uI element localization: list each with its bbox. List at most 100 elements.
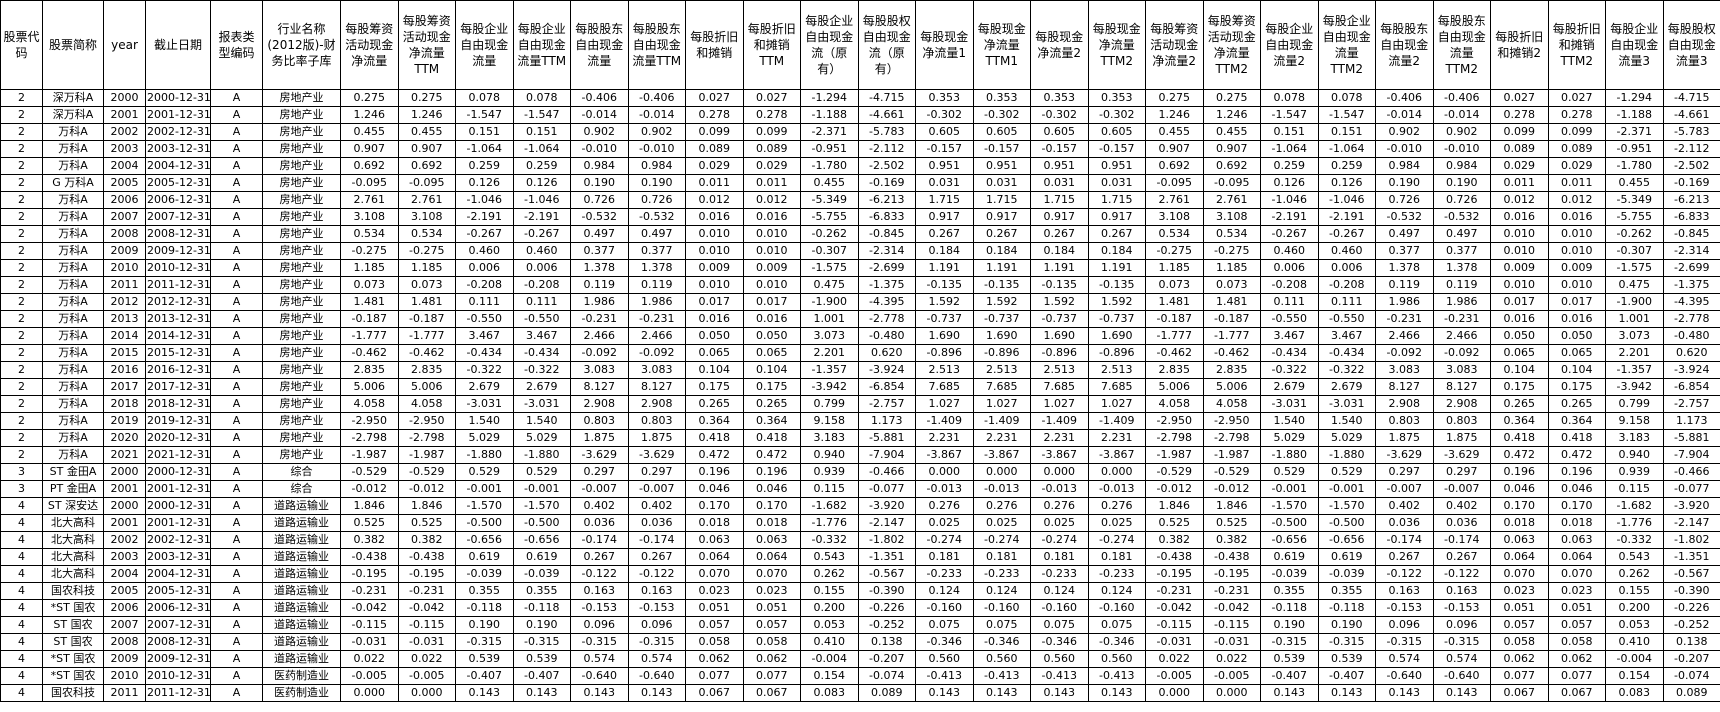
table-cell: -0.438 — [340, 548, 399, 566]
table-cell: -0.322 — [1317, 361, 1376, 379]
table-cell: 0.012 — [685, 191, 744, 209]
table-cell: 0.276 — [915, 497, 974, 515]
table-cell: -0.466 — [857, 463, 916, 481]
table-cell: 0.062 — [1490, 650, 1549, 668]
table-cell: -0.157 — [915, 140, 974, 158]
table-cell: -0.640 — [570, 667, 629, 685]
table-cell: -0.315 — [627, 633, 686, 651]
table-cell: 0.278 — [685, 106, 744, 124]
table-cell: -0.500 — [1260, 514, 1319, 532]
table-cell: -0.187 — [397, 310, 456, 328]
table-cell: -0.346 — [1087, 633, 1146, 651]
table-cell: -5.783 — [857, 123, 916, 141]
table-cell: 0.016 — [1547, 208, 1606, 226]
table-cell: 2.761 — [1145, 191, 1204, 209]
table-cell: -0.039 — [512, 565, 571, 583]
table-cell: -3.867 — [915, 446, 974, 464]
table-cell: -2.798 — [1202, 429, 1261, 447]
table-cell: 2 — [0, 429, 43, 447]
table-cell: -0.092 — [1375, 344, 1434, 362]
table-cell: 0.364 — [742, 412, 801, 430]
table-cell: 3.083 — [627, 361, 686, 379]
table-cell: 0.115 — [800, 480, 859, 498]
table-cell: -0.118 — [1317, 599, 1376, 617]
table-cell: -0.550 — [512, 310, 571, 328]
table-cell: 3.108 — [397, 208, 456, 226]
table-cell: -0.307 — [1605, 242, 1664, 260]
table-cell: 房地产业 — [262, 293, 341, 311]
table-cell: -0.252 — [857, 616, 916, 634]
table-cell: -2.950 — [1202, 412, 1261, 430]
table-cell: -0.005 — [397, 667, 456, 685]
table-cell: 2 — [0, 242, 43, 260]
table-cell: 2003 — [103, 548, 146, 566]
table-cell: 0.353 — [972, 89, 1031, 107]
table-cell: 0.297 — [570, 463, 629, 481]
table-cell: 2.231 — [1030, 429, 1089, 447]
table-cell: 0.497 — [1375, 225, 1434, 243]
table-cell: -0.390 — [857, 582, 916, 600]
table-cell: -0.115 — [1202, 616, 1261, 634]
table-cell: -1.570 — [512, 497, 571, 515]
table-cell: -0.153 — [570, 599, 629, 617]
table-cell: 2 — [0, 140, 43, 158]
table-cell: -0.462 — [397, 344, 456, 362]
table-cell: 0.018 — [685, 514, 744, 532]
header-cell: 行业名称(2012版)-财务比率子库 — [262, 0, 341, 90]
table-cell: 0.036 — [570, 514, 629, 532]
table-cell: 0.951 — [1030, 157, 1089, 175]
table-cell: 2 — [0, 378, 43, 396]
table-cell: 0.089 — [1662, 684, 1720, 702]
table-cell: 0.984 — [1375, 157, 1434, 175]
table-cell: -0.500 — [1317, 514, 1376, 532]
table-cell: 万科A — [42, 361, 104, 379]
table-cell: -2.191 — [512, 208, 571, 226]
table-cell: -0.231 — [1432, 310, 1491, 328]
table-cell: -0.118 — [455, 599, 514, 617]
table-cell: 0.077 — [1547, 667, 1606, 685]
table-cell: -0.434 — [1317, 344, 1376, 362]
table-cell: 0.364 — [1490, 412, 1549, 430]
table-cell: -0.252 — [1662, 616, 1720, 634]
table-cell: -0.031 — [397, 633, 456, 651]
table-cell: 0.382 — [340, 531, 399, 549]
table-cell: 0.119 — [1432, 276, 1491, 294]
table-cell: -0.315 — [1375, 633, 1434, 651]
table-cell: 0.010 — [1490, 225, 1549, 243]
table-cell: 道路运输业 — [262, 514, 341, 532]
table-cell: -0.462 — [1202, 344, 1261, 362]
table-row: 2 深万科A 2000 2000-12-31 A 房地产业 0.275 0.275 0.078 0… — [0, 89, 1720, 107]
table-cell: 0.418 — [1547, 429, 1606, 447]
table-cell: 0.073 — [397, 276, 456, 294]
table-cell: 0.265 — [742, 395, 801, 413]
table-cell: -0.407 — [455, 667, 514, 685]
table-cell: -0.233 — [1087, 565, 1146, 583]
table-cell: 房地产业 — [262, 174, 341, 192]
table-cell: 2017 — [103, 378, 146, 396]
table-cell: 2 — [0, 208, 43, 226]
table-cell: 3.073 — [1605, 327, 1664, 345]
table-cell: 0.259 — [1260, 157, 1319, 175]
table-cell: 2.679 — [512, 378, 571, 396]
table-cell: 2007-12-31 — [145, 208, 211, 226]
table-cell: -6.213 — [857, 191, 916, 209]
table-cell: 2001 — [103, 480, 146, 498]
table-cell: -5.881 — [857, 429, 916, 447]
table-cell: 万科A — [42, 327, 104, 345]
table-cell: 2.908 — [1375, 395, 1434, 413]
table-cell: 2.679 — [1260, 378, 1319, 396]
table-cell: 1.185 — [340, 259, 399, 277]
table-cell: 0.355 — [1260, 582, 1319, 600]
table-cell: -0.307 — [800, 242, 859, 260]
table-cell: 2000-12-31 — [145, 89, 211, 107]
table-cell: 0.265 — [1547, 395, 1606, 413]
table-cell: 5.006 — [397, 378, 456, 396]
table-cell: 2015 — [103, 344, 146, 362]
table-cell: 0.297 — [1375, 463, 1434, 481]
header-cell: 每股现金净流量TTM1 — [972, 0, 1031, 90]
table-cell: 0.259 — [455, 157, 514, 175]
table-cell: 0.104 — [1547, 361, 1606, 379]
table-cell: 0.057 — [685, 616, 744, 634]
table-cell: -0.315 — [512, 633, 571, 651]
table-cell: -1.046 — [1317, 191, 1376, 209]
